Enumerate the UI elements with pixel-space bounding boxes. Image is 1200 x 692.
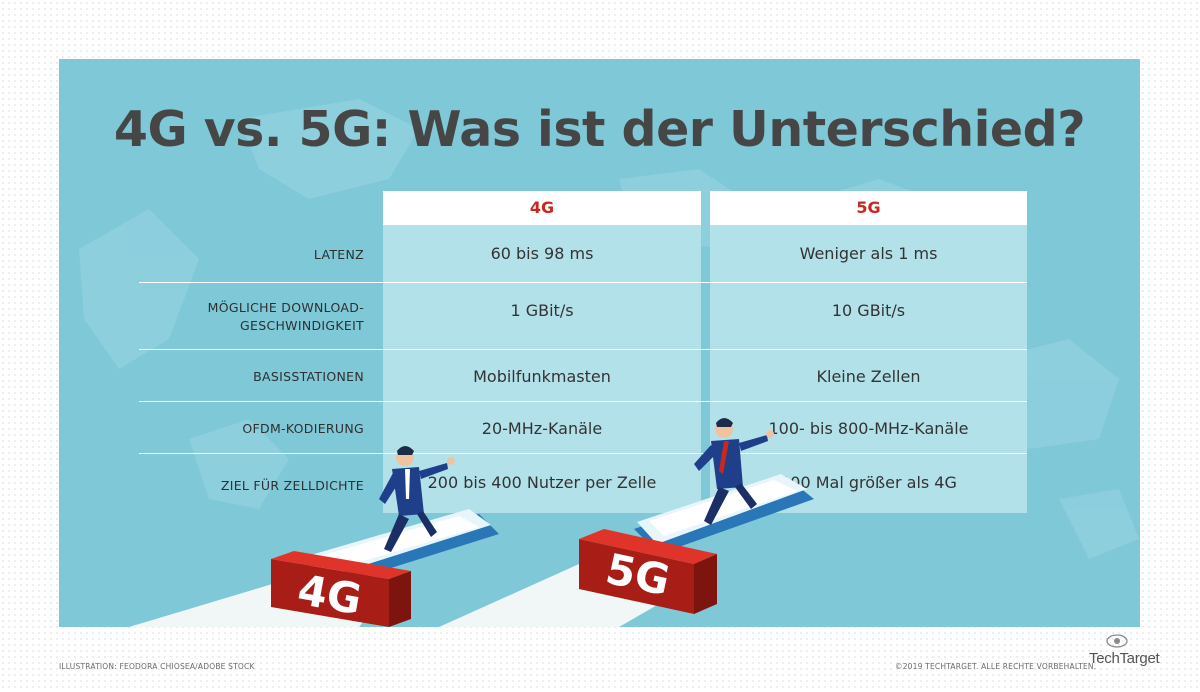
phone-5g-illustration (634, 474, 814, 554)
cell-4g-download: 1 GBit/s (510, 301, 574, 320)
column-4g-background (383, 225, 701, 513)
cell-5g-ofdm: 100- bis 800-MHz-Kanäle (768, 419, 969, 438)
techtarget-brand: TechTarget (1089, 650, 1160, 667)
infographic-panel: 4G vs. 5G: Was ist der Unterschied? 4G 5… (59, 59, 1140, 627)
businessman-4g-figure (379, 446, 455, 552)
businessman-5g-figure (694, 418, 774, 525)
column-header-4g: 4G (383, 191, 701, 225)
row-label-ofdm: OFDM-KODIERUNG (242, 421, 364, 436)
cell-5g-cell-density: 100 Mal größer als 4G (780, 473, 957, 492)
row-label-download-line2: GESCHWINDIGKEIT (240, 318, 364, 333)
cell-5g-download: 10 GBit/s (831, 301, 906, 320)
row-divider (139, 453, 1027, 454)
copyright-notice: ©2019 TECHTARGET. ALLE RECHTE VORBEHALTE… (895, 662, 1097, 671)
techtarget-eye-logo-icon (1106, 634, 1128, 648)
cell-5g-base-stations: Kleine Zellen (816, 367, 921, 386)
block-5g-illustration: 5G (579, 529, 717, 614)
badge-4g-text: 4G (294, 565, 365, 624)
cell-4g-cell-density: 200 bis 400 Nutzer per Zelle (427, 473, 657, 492)
cell-4g-ofdm: 20-MHz-Kanäle (481, 419, 603, 438)
cell-4g-base-stations: Mobilfunkmasten (473, 367, 611, 386)
row-divider (139, 349, 1027, 350)
block-4g-illustration: 4G (271, 551, 411, 627)
row-label-base-stations: BASISSTATIONEN (253, 369, 364, 384)
illustration-credit: ILLUSTRATION: FEODORA CHIOSEA/ADOBE STOC… (59, 662, 255, 671)
racing-businessmen-illustration: 4G 5G (129, 418, 814, 627)
row-label-latency: LATENZ (313, 247, 364, 262)
cell-5g-latency: Weniger als 1 ms (799, 244, 938, 263)
page-title: 4G vs. 5G: Was ist der Unterschied? (113, 101, 1086, 158)
column-5g-background (710, 225, 1027, 513)
row-label-cell-density: ZIEL FÜR ZELLDICHTE (220, 478, 364, 493)
cell-4g-latency: 60 bis 98 ms (490, 244, 594, 263)
row-divider (139, 282, 1027, 283)
row-divider (139, 401, 1027, 402)
column-header-5g: 5G (710, 191, 1027, 225)
row-label-download: MÖGLICHE DOWNLOAD- (207, 300, 364, 315)
